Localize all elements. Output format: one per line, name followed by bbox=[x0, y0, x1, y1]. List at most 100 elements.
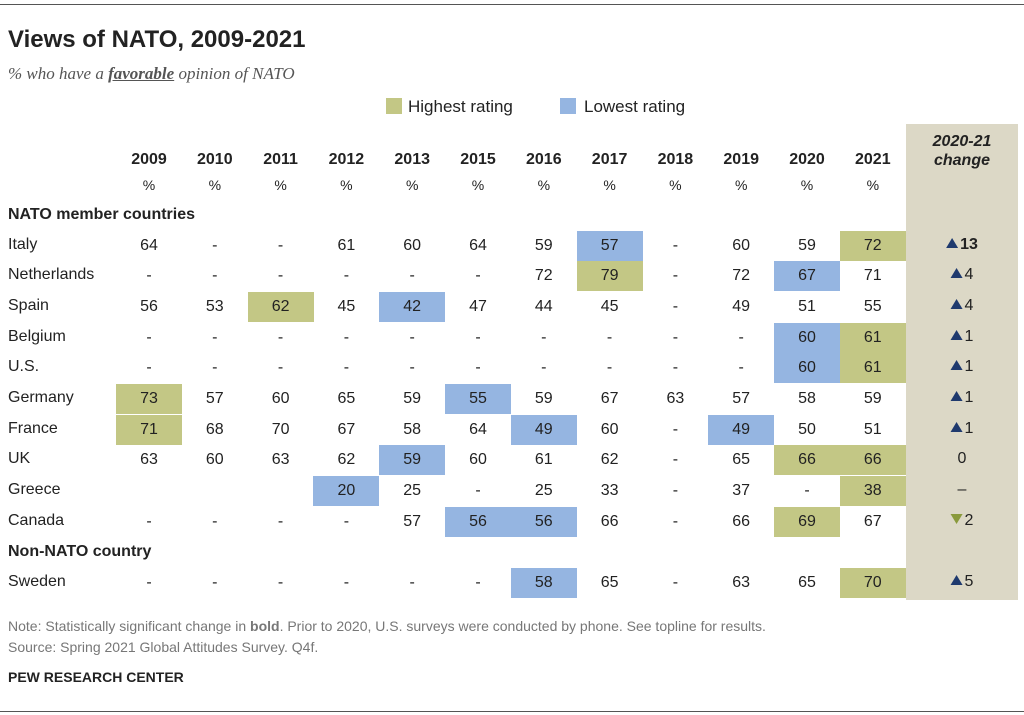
table-cell: 63 bbox=[271, 451, 290, 469]
table-cell: - bbox=[475, 359, 481, 377]
table-cell: 45 bbox=[600, 298, 619, 315]
country-label: UK bbox=[8, 450, 31, 468]
table-cell: 61 bbox=[337, 236, 356, 254]
change-cell: 1 bbox=[950, 328, 973, 346]
table-cell: - bbox=[541, 359, 547, 377]
subtitle-text: % who have a bbox=[8, 64, 109, 83]
table-cell: - bbox=[409, 267, 415, 285]
country-label: Belgium bbox=[8, 327, 66, 345]
table-cell: 64 bbox=[140, 236, 158, 254]
table-cell: 33 bbox=[600, 482, 619, 500]
table-cell: 72 bbox=[732, 267, 751, 285]
table-cell: 67 bbox=[863, 512, 882, 530]
year-header: 2011 bbox=[263, 151, 298, 168]
arrow-shape bbox=[950, 329, 963, 340]
table-cell: 59 bbox=[798, 236, 816, 254]
table-cell: - bbox=[212, 236, 218, 254]
table-cell: - bbox=[343, 512, 350, 530]
table-cell: - bbox=[212, 574, 218, 592]
unit-label: % bbox=[603, 177, 616, 193]
table-cell: 64 bbox=[469, 236, 487, 254]
footer: PEW RESEARCH CENTER bbox=[8, 669, 184, 685]
country-label: Netherlands bbox=[8, 266, 95, 284]
unit-label: % bbox=[405, 177, 419, 193]
note-text: Note: Statistically significant change i… bbox=[8, 618, 251, 634]
unit-label: % bbox=[142, 177, 156, 193]
section-header: Non-NATO country bbox=[8, 543, 152, 561]
change-cell: 4 bbox=[950, 297, 973, 315]
change-cell: 5 bbox=[950, 573, 974, 591]
table-cell: 60 bbox=[205, 451, 224, 469]
table-cell: 25 bbox=[403, 482, 422, 500]
table-cell: - bbox=[409, 574, 415, 592]
table-cell: 60 bbox=[403, 236, 422, 254]
change-arrow bbox=[950, 268, 963, 279]
table-cell: 66 bbox=[774, 445, 840, 476]
table-cell: - bbox=[606, 359, 613, 377]
table-cell: 60 bbox=[774, 322, 840, 353]
arrow-shape bbox=[950, 299, 963, 309]
table-cell: - bbox=[475, 328, 481, 346]
section-header: NATO member countries bbox=[8, 206, 196, 223]
unit-label: % bbox=[537, 177, 551, 193]
unit-label: % bbox=[800, 177, 814, 193]
legend-label: Lowest rating bbox=[584, 97, 686, 116]
table-cell: 45 bbox=[337, 298, 356, 315]
year-header: 2012 bbox=[328, 151, 365, 168]
table-cell: 63 bbox=[732, 574, 751, 592]
unit-label: % bbox=[866, 177, 880, 193]
change-value: 4 bbox=[964, 266, 974, 284]
table-cell: 79 bbox=[576, 261, 643, 292]
table-cell bbox=[182, 476, 248, 506]
table-cell: 56 bbox=[445, 506, 511, 537]
table-cell: - bbox=[343, 267, 350, 285]
unit-label: % bbox=[734, 177, 748, 193]
year-header: 2021 bbox=[855, 151, 891, 168]
table-cell: - bbox=[212, 267, 218, 285]
country-label: Spain bbox=[8, 297, 49, 314]
change-value: 1 bbox=[964, 389, 974, 407]
table-cell: 65 bbox=[732, 451, 751, 469]
arrow-shape bbox=[950, 421, 963, 432]
change-arrow bbox=[946, 237, 959, 248]
table-cell: - bbox=[672, 574, 679, 592]
table-cell: 37 bbox=[732, 482, 751, 500]
year-header: 2013 bbox=[394, 151, 430, 168]
table-cell: - bbox=[672, 359, 679, 377]
table-cell: - bbox=[146, 359, 152, 377]
table-cell: 62 bbox=[600, 451, 619, 469]
table-cell: 70 bbox=[839, 568, 906, 599]
arrow-shape bbox=[950, 268, 963, 279]
table-cell: - bbox=[146, 328, 152, 346]
table-cell: - bbox=[606, 328, 613, 346]
change-value: 1 bbox=[964, 358, 974, 376]
year-header: 2019 bbox=[723, 151, 759, 168]
table-cell: 59 bbox=[863, 390, 882, 408]
table-cell bbox=[116, 476, 182, 506]
table-cell: 50 bbox=[798, 420, 816, 438]
change-value: 5 bbox=[964, 573, 974, 591]
table-cell: 66 bbox=[839, 445, 906, 476]
arrow-shape bbox=[950, 360, 963, 371]
arrow-shape bbox=[950, 513, 963, 524]
table-cell: 56 bbox=[510, 506, 577, 537]
country-label: Sweden bbox=[8, 573, 66, 591]
change-cell: 1 bbox=[950, 389, 974, 407]
change-arrow bbox=[950, 421, 963, 432]
table-cell: - bbox=[277, 359, 284, 377]
table-cell: 60 bbox=[469, 451, 487, 469]
source: Source: Spring 2021 Global Attitudes Sur… bbox=[8, 639, 319, 655]
table-cell: - bbox=[146, 512, 152, 530]
table-cell: 53 bbox=[205, 298, 224, 315]
year-header: 2018 bbox=[657, 151, 694, 168]
table-cell: 55 bbox=[863, 298, 882, 315]
table-cell: 65 bbox=[798, 574, 816, 592]
change-cell: 0 bbox=[958, 450, 967, 468]
table-cell: 66 bbox=[732, 512, 751, 530]
table-cell: - bbox=[804, 482, 810, 500]
unit-label: % bbox=[471, 177, 485, 193]
table-cell: - bbox=[343, 328, 350, 346]
table-cell: - bbox=[672, 451, 679, 469]
subtitle-emphasis: favorable bbox=[108, 64, 175, 83]
table-cell: - bbox=[672, 236, 679, 254]
